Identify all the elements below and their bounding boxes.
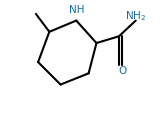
Text: O: O bbox=[118, 65, 126, 75]
Text: NH: NH bbox=[69, 5, 84, 15]
Text: NH$_2$: NH$_2$ bbox=[125, 9, 146, 23]
